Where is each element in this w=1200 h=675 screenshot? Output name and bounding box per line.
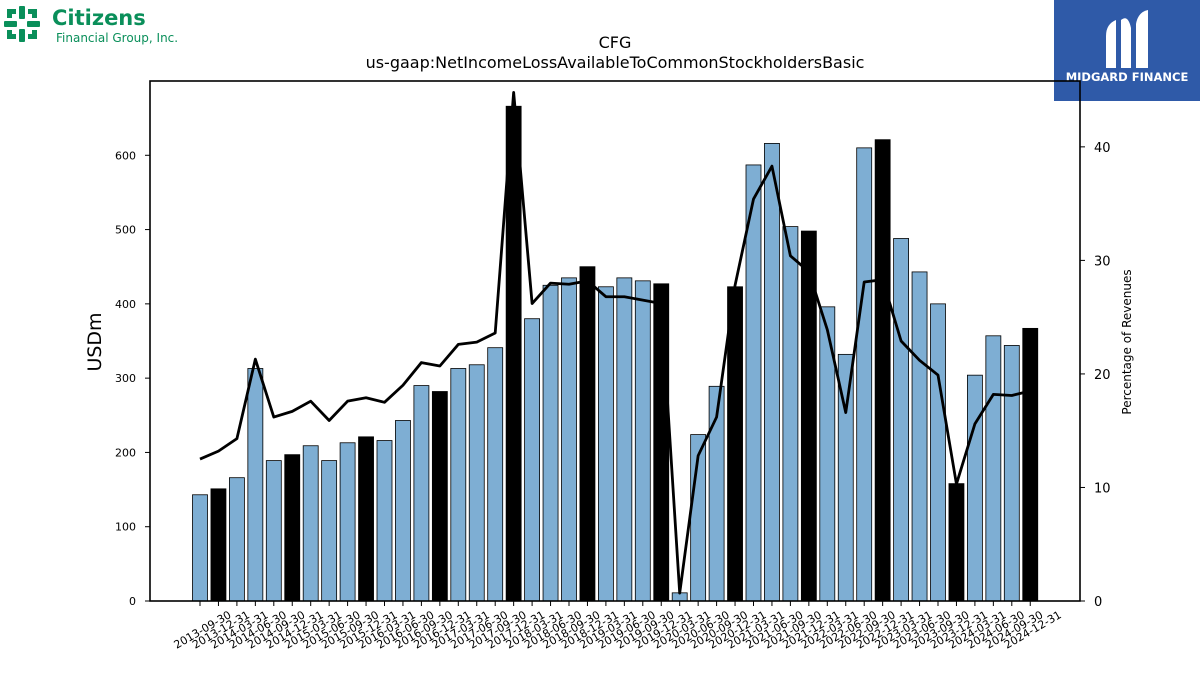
bar [228,477,245,602]
y2-tick-label: 0 [1094,595,1102,610]
y2-tick-label: 10 [1094,481,1111,496]
percentage-line [199,90,1031,595]
bar [598,286,614,602]
bar-year-end [1022,327,1039,602]
brand-name: Citizens [52,6,146,30]
bar [247,368,264,602]
bar [893,238,909,602]
bar [967,374,983,602]
y2-tick-label: 30 [1094,254,1111,269]
bar-year-end [431,391,448,602]
brand-logo: Citizens Financial Group, Inc. [4,4,189,46]
bar [468,364,485,602]
y-tick-label: 100 [115,521,136,534]
bar [542,284,559,602]
y-tick-label: 500 [115,224,136,237]
bar [487,347,504,602]
bar [985,335,1002,602]
chart-subtitle: us-gaap:NetIncomeLossAvailableToCommonSt… [366,53,865,72]
bar [561,277,577,602]
y2-tick-label: 20 [1094,368,1111,383]
brand-subtitle: Financial Group, Inc. [56,31,179,45]
bar [395,420,411,602]
bar-year-end [948,483,965,602]
y-tick-label: 0 [129,595,136,608]
y2-tick-label: 40 [1094,141,1111,156]
axes: 01002003004005006000102030402013-09-3020… [115,80,1111,652]
bar-year-end [874,139,891,602]
bar [634,280,651,602]
bar [192,494,208,602]
bar-year-end [358,436,374,602]
bar [524,318,540,602]
y-tick-label: 400 [115,298,136,311]
bar [265,460,282,602]
bar-year-end [727,286,743,602]
bar-year-end [210,488,227,602]
bar-year-end [653,283,670,602]
watermark-logo: MIDGARD FINANCE [1054,0,1200,101]
bar [376,440,393,602]
y2-axis-label: Percentage of Revenues [1120,269,1134,414]
bar [321,460,338,602]
bar-year-end [579,266,596,602]
plot-frame [149,80,1081,602]
bar [745,164,762,602]
bar [450,368,467,602]
bar [413,385,430,602]
citizens-logo-icon [4,6,40,42]
bar [339,442,356,602]
bar [764,142,780,602]
y-tick-label: 200 [115,446,136,459]
bar-year-end [505,105,522,602]
bar-series [192,105,1039,602]
watermark-text: MIDGARD FINANCE [1065,70,1189,84]
y-axis-label: USDm [84,312,106,371]
midgard-logo-icon [1106,10,1148,68]
chart-title: CFG [599,33,632,52]
bar [911,271,928,602]
percentage-line-series [199,90,1031,595]
bar [302,445,319,602]
bar-year-end [284,454,301,602]
y-tick-label: 300 [115,372,136,385]
y-tick-label: 600 [115,149,136,162]
bar [782,226,799,602]
bar [1003,345,1020,602]
bar [616,277,633,602]
bar [856,147,873,602]
bar [930,303,946,602]
